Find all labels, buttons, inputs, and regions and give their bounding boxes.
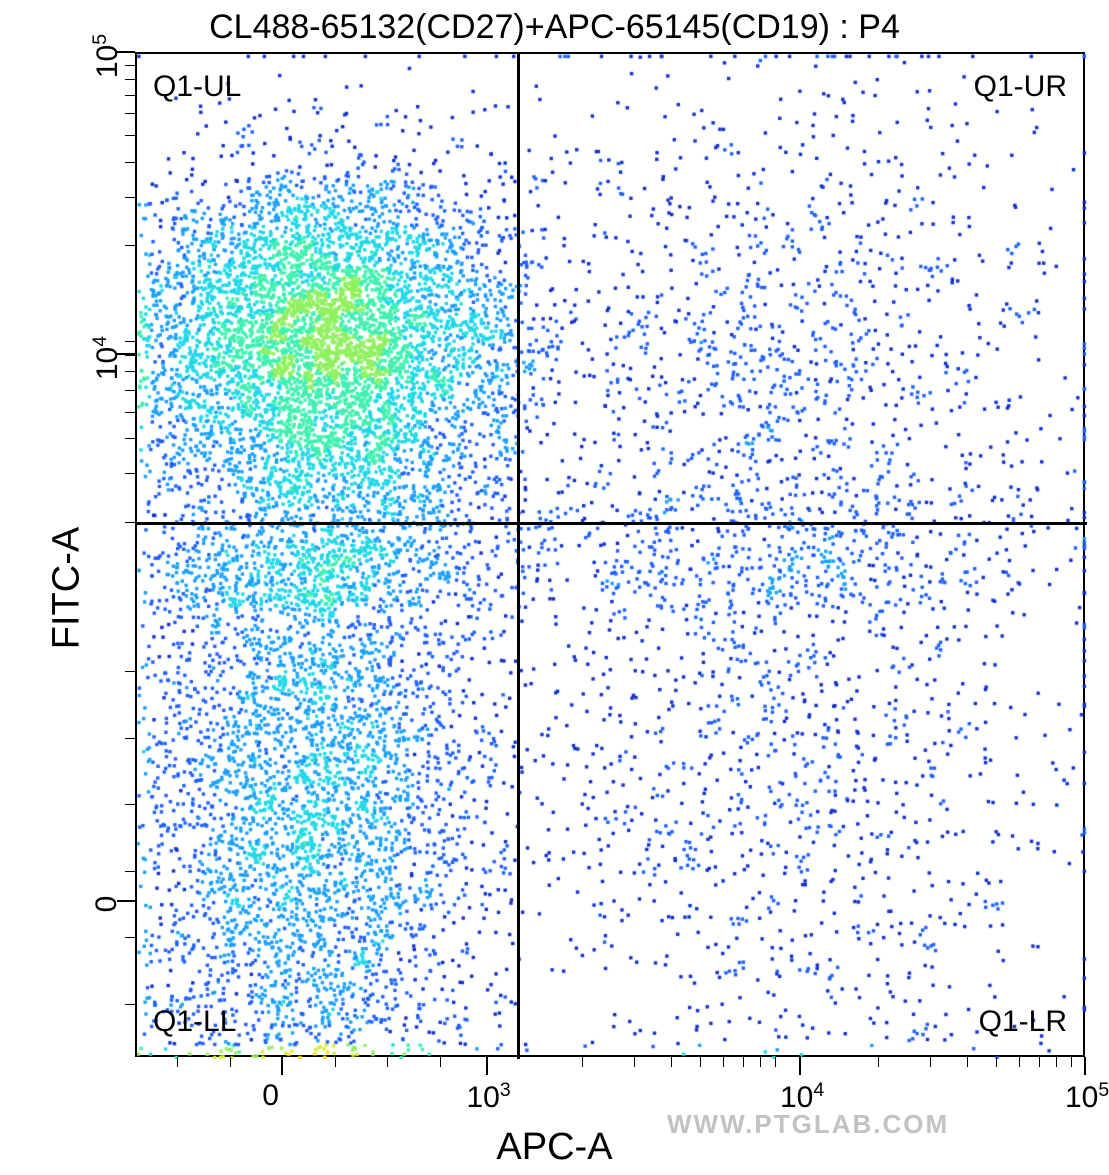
- tick-mark: [177, 1057, 178, 1067]
- chart-title: CL488-65132(CD27)+APC-65145(CD19) : P4: [0, 8, 1109, 47]
- tick-mark: [125, 438, 135, 439]
- tick-mark: [125, 473, 135, 474]
- tick-mark: [1084, 1057, 1086, 1075]
- tick-mark: [125, 1004, 135, 1005]
- tick-mark: [117, 900, 135, 902]
- figure-container: CL488-65132(CD27)+APC-65145(CD19) : P4 F…: [0, 0, 1109, 1175]
- quadrant-horizontal-line: [137, 522, 1087, 525]
- tick-mark: [125, 671, 135, 672]
- tick-mark: [743, 1057, 744, 1067]
- tick-mark: [486, 1057, 488, 1075]
- tick-mark: [1039, 1057, 1040, 1067]
- quadrant-label-ul: Q1-UL: [153, 70, 241, 104]
- tick-mark: [125, 738, 135, 739]
- tick-mark: [125, 197, 135, 198]
- tick-mark: [125, 65, 135, 66]
- tick-mark: [125, 412, 135, 413]
- tick-mark: [723, 1057, 724, 1067]
- scatter-canvas: [137, 54, 1087, 1059]
- tick-mark: [335, 1057, 336, 1067]
- quadrant-label-ur: Q1-UR: [974, 70, 1067, 104]
- tick-mark: [125, 95, 135, 96]
- tick-mark: [671, 1057, 672, 1067]
- y-axis-label: FITC-A: [46, 526, 89, 648]
- tick-mark: [582, 1057, 583, 1067]
- tick-mark: [125, 341, 135, 342]
- y-tick-0: 0: [90, 874, 124, 934]
- tick-mark: [967, 1057, 968, 1067]
- tick-mark: [930, 1057, 931, 1067]
- tick-mark: [1056, 1057, 1057, 1067]
- tick-mark: [125, 371, 135, 372]
- tick-mark: [125, 390, 135, 391]
- tick-mark: [125, 937, 135, 938]
- plot-area: Q1-UL Q1-UR Q1-LL Q1-LR: [135, 52, 1085, 1057]
- tick-mark: [440, 1057, 441, 1067]
- tick-mark: [775, 1057, 776, 1067]
- watermark-text: WWW.PTGLAB.COM: [667, 1109, 949, 1140]
- tick-mark: [282, 1057, 283, 1067]
- x-tick-0: 0: [262, 1079, 279, 1113]
- tick-mark: [125, 162, 135, 163]
- tick-mark: [125, 135, 135, 136]
- tick-mark: [760, 1057, 761, 1067]
- tick-mark: [1019, 1057, 1020, 1067]
- tick-mark: [125, 871, 135, 872]
- tick-mark: [125, 355, 135, 356]
- x-tick-1e5: 105: [1065, 1079, 1109, 1115]
- quadrant-vertical-line: [517, 54, 520, 1059]
- tick-mark: [799, 1057, 801, 1075]
- tick-mark: [125, 245, 135, 246]
- quadrant-label-ll: Q1-LL: [153, 1005, 236, 1039]
- tick-mark: [996, 1057, 997, 1067]
- quadrant-label-lr: Q1-LR: [979, 1005, 1067, 1039]
- tick-mark: [387, 1057, 388, 1067]
- tick-mark: [125, 804, 135, 805]
- tick-mark: [878, 1057, 879, 1067]
- tick-mark: [700, 1057, 701, 1067]
- tick-mark: [117, 51, 135, 53]
- x-tick-1e3: 103: [467, 1079, 511, 1115]
- tick-mark: [125, 79, 135, 80]
- y-tick-1e4: 104: [89, 328, 125, 388]
- tick-mark: [125, 522, 135, 523]
- tick-mark: [230, 1057, 231, 1067]
- tick-mark: [125, 113, 135, 114]
- tick-mark: [634, 1057, 635, 1067]
- tick-mark: [1071, 1057, 1072, 1067]
- y-tick-1e5: 105: [89, 26, 125, 86]
